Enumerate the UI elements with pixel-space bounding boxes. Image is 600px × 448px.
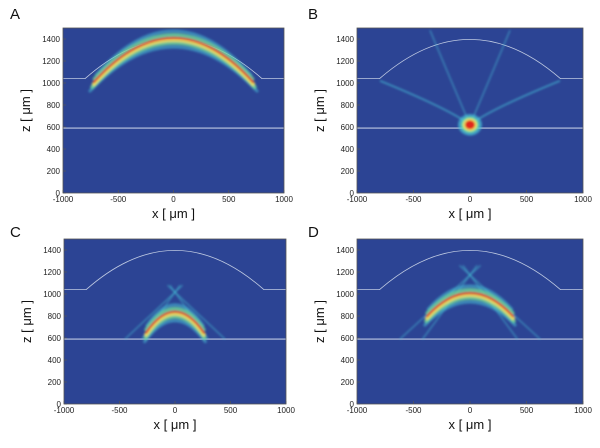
y-tick-label: 600: [341, 334, 355, 343]
wavefront-arc: [425, 288, 515, 316]
wavefront-arc: [92, 33, 255, 81]
wavefront-arc: [92, 37, 255, 84]
x-tick-label: 0: [173, 406, 178, 415]
panel-letter: D: [308, 224, 319, 241]
wave-field: [124, 284, 226, 344]
lens-outline: [357, 39, 583, 79]
y-tick-label: 600: [47, 123, 61, 132]
wavefront-arc: [426, 284, 514, 311]
x-tick-label: 0: [468, 406, 473, 415]
wavefront-arc: [143, 319, 207, 344]
heatmap-svg: -1000 -500 0 500 1000 0 200 400 600 800 1000 1200 14…: [312, 238, 592, 432]
lens-outline: [64, 250, 286, 290]
y-axis-label: z [ μm ]: [19, 300, 34, 343]
y-tick-label: 1400: [336, 35, 354, 44]
y-tick-label: 400: [47, 145, 61, 154]
y-tick-label: 600: [341, 123, 355, 132]
field-background: [357, 239, 583, 404]
y-tick-label: 200: [47, 167, 61, 176]
y-tick-label: 1200: [336, 268, 354, 277]
wave-field: [88, 29, 259, 93]
x-tick-label: 1000: [277, 406, 295, 415]
wave-field: [399, 264, 541, 340]
panel-b: -1000 -500 0 500 1000 0 200 400 600 800 1000 1200 14…: [300, 0, 600, 224]
x-axis-label: x [ μm ]: [449, 417, 492, 432]
y-tick-label: 1200: [43, 268, 61, 277]
y-axis-label: z [ μm ]: [312, 89, 327, 132]
y-tick-label: 1000: [336, 79, 354, 88]
x-tick-label: 500: [520, 406, 534, 415]
x-tick-label: 500: [224, 406, 238, 415]
y-tick-label: 200: [341, 378, 355, 387]
side-beam: [124, 284, 183, 340]
y-tick-label: 200: [48, 378, 62, 387]
y-tick-label: 1000: [336, 290, 354, 299]
focal-spot: [465, 120, 475, 130]
heatmap-svg: -1000 -500 0 500 1000 0 200 400 600 800 1000 1200 14…: [18, 27, 293, 221]
side-beam: [167, 284, 226, 340]
x-tick-label: -1000: [347, 406, 368, 415]
x-tick-label: -500: [111, 406, 128, 415]
y-tick-label: 1000: [42, 79, 60, 88]
x-axis-label: x [ μm ]: [449, 206, 492, 221]
wavefront-arc: [91, 38, 256, 86]
panel-d: -1000 -500 0 500 1000 0 200 400 600 800 1000 1200 14…: [300, 224, 600, 448]
y-tick-label: 1400: [336, 246, 354, 255]
panel-letter: B: [308, 6, 319, 23]
y-tick-label: 1400: [42, 35, 60, 44]
heatmap-svg: -1000 -500 0 500 1000 0 200 400 600 800 1000 1200 14…: [19, 238, 295, 432]
x-tick-label: 1000: [574, 406, 592, 415]
panel-a: -1000 -500 0 500 1000 0 200 400 600 800 1000 1200 14…: [0, 0, 300, 224]
x-tick-label: 0: [468, 195, 473, 204]
wavefront-arc: [425, 292, 515, 318]
panel-letter: C: [10, 224, 21, 241]
wavefront-arc: [423, 300, 517, 327]
x-tick-label: -500: [405, 195, 422, 204]
y-tick-label: 400: [341, 356, 355, 365]
y-tick-label: 800: [341, 101, 355, 110]
x-tick-label: 1000: [275, 195, 293, 204]
y-axis-label: z [ μm ]: [18, 89, 33, 132]
lens-outline: [357, 250, 583, 290]
y-tick-label: 0: [57, 400, 62, 409]
panel-c: -1000 -500 0 500 1000 0 200 400 600 800 1000 1200 14…: [0, 224, 300, 448]
wavefront-arc: [145, 303, 205, 328]
x-tick-label: 500: [222, 195, 236, 204]
x-tick-label: -500: [405, 406, 422, 415]
panel-letter: A: [10, 6, 21, 23]
x-tick-label: 1000: [574, 195, 592, 204]
x-tick-label: 0: [171, 195, 176, 204]
wavefront-arc: [425, 293, 515, 321]
x-axis-label: x [ μm ]: [152, 206, 195, 221]
wave-field: [379, 29, 561, 136]
x-tick-label: 500: [520, 195, 534, 204]
wavefront-arc: [94, 29, 253, 77]
y-tick-label: 200: [341, 167, 355, 176]
y-tick-label: 400: [48, 356, 62, 365]
y-tick-label: 800: [47, 101, 61, 110]
y-tick-label: 800: [341, 312, 355, 321]
x-tick-label: -1000: [53, 195, 74, 204]
wavefront-arc: [145, 310, 205, 334]
heatmap-svg: -1000 -500 0 500 1000 0 200 400 600 800 1000 1200 14…: [312, 27, 592, 221]
y-tick-label: 1200: [42, 57, 60, 66]
y-tick-label: 1200: [336, 57, 354, 66]
wavefront-arc: [144, 306, 206, 332]
field-background: [63, 28, 284, 193]
y-tick-label: 1000: [43, 290, 61, 299]
wavefront-arc: [144, 311, 206, 337]
y-tick-label: 800: [48, 312, 62, 321]
x-tick-label: -1000: [347, 195, 368, 204]
y-tick-label: 400: [341, 145, 355, 154]
x-tick-label: -500: [110, 195, 127, 204]
y-tick-label: 600: [48, 334, 62, 343]
y-tick-label: 0: [56, 189, 61, 198]
x-axis-label: x [ μm ]: [154, 417, 197, 432]
y-tick-label: 0: [350, 400, 355, 409]
field-background: [357, 28, 583, 193]
y-axis-label: z [ μm ]: [312, 300, 327, 343]
y-tick-label: 0: [350, 189, 355, 198]
y-tick-label: 1400: [43, 246, 61, 255]
x-tick-label: -1000: [54, 406, 75, 415]
